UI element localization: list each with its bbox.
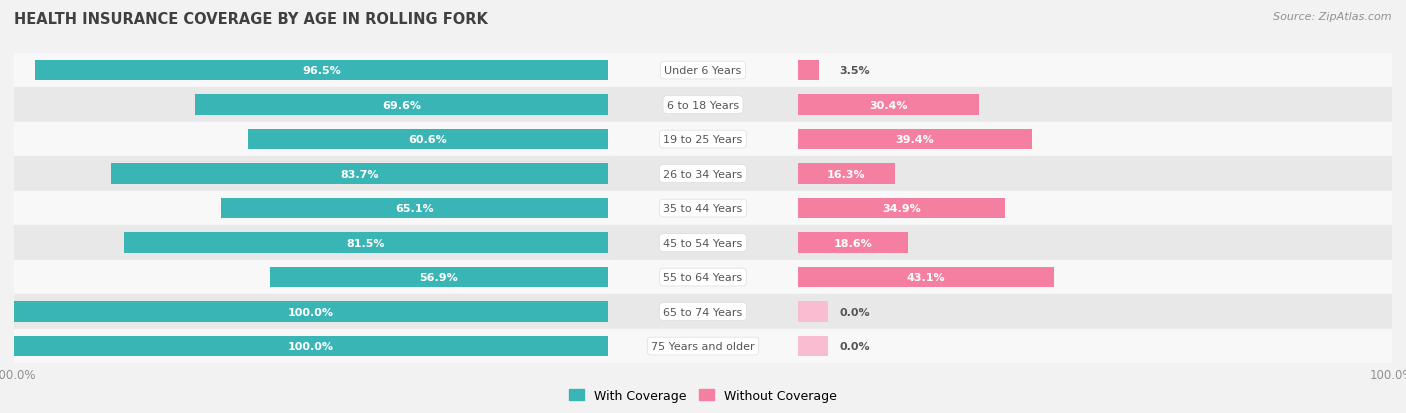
Bar — [607, 157, 799, 191]
Text: 39.4%: 39.4% — [896, 135, 935, 145]
Text: 6 to 18 Years: 6 to 18 Years — [666, 100, 740, 110]
Text: 45 to 54 Years: 45 to 54 Years — [664, 238, 742, 248]
Bar — [799, 191, 1392, 226]
Bar — [799, 294, 1392, 329]
Text: 96.5%: 96.5% — [302, 66, 340, 76]
Bar — [607, 54, 799, 88]
Text: 30.4%: 30.4% — [869, 100, 907, 110]
Bar — [607, 226, 799, 260]
Text: 100.0%: 100.0% — [288, 341, 335, 351]
Bar — [14, 301, 607, 322]
Text: 65.1%: 65.1% — [395, 204, 434, 214]
Bar — [124, 233, 607, 253]
Text: HEALTH INSURANCE COVERAGE BY AGE IN ROLLING FORK: HEALTH INSURANCE COVERAGE BY AGE IN ROLL… — [14, 12, 488, 27]
Text: 43.1%: 43.1% — [907, 273, 945, 282]
Bar — [14, 54, 607, 88]
Bar — [270, 267, 607, 288]
Text: 56.9%: 56.9% — [419, 273, 458, 282]
Text: 35 to 44 Years: 35 to 44 Years — [664, 204, 742, 214]
Bar — [799, 157, 1392, 191]
Bar — [14, 336, 607, 356]
Bar — [111, 164, 607, 185]
Bar — [221, 198, 607, 219]
Bar — [799, 54, 1392, 88]
Bar — [799, 329, 1392, 363]
Bar — [799, 88, 1392, 123]
Text: 60.6%: 60.6% — [409, 135, 447, 145]
Bar — [799, 226, 1392, 260]
Text: 0.0%: 0.0% — [839, 307, 870, 317]
Bar — [799, 129, 1032, 150]
Bar — [799, 336, 828, 356]
Bar — [607, 191, 799, 226]
Text: Under 6 Years: Under 6 Years — [665, 66, 741, 76]
Bar — [799, 260, 1392, 294]
Text: 55 to 64 Years: 55 to 64 Years — [664, 273, 742, 282]
Bar — [607, 329, 799, 363]
Text: 69.6%: 69.6% — [382, 100, 420, 110]
Bar — [799, 198, 1005, 219]
Text: 26 to 34 Years: 26 to 34 Years — [664, 169, 742, 179]
Bar — [799, 164, 894, 185]
Bar — [14, 157, 607, 191]
Text: 18.6%: 18.6% — [834, 238, 873, 248]
Bar — [14, 88, 607, 123]
Text: 75 Years and older: 75 Years and older — [651, 341, 755, 351]
Bar — [799, 301, 828, 322]
Text: 34.9%: 34.9% — [883, 204, 921, 214]
Bar — [799, 95, 979, 116]
Bar — [799, 267, 1054, 288]
Bar — [14, 226, 607, 260]
Bar — [799, 123, 1392, 157]
Bar — [14, 191, 607, 226]
Text: 65 to 74 Years: 65 to 74 Years — [664, 307, 742, 317]
Text: 16.3%: 16.3% — [827, 169, 866, 179]
Bar — [799, 233, 908, 253]
Bar — [247, 129, 607, 150]
Bar — [14, 123, 607, 157]
Text: 100.0%: 100.0% — [288, 307, 335, 317]
Text: 81.5%: 81.5% — [347, 238, 385, 248]
Bar — [607, 294, 799, 329]
Bar — [607, 123, 799, 157]
Bar — [14, 294, 607, 329]
Bar — [799, 61, 818, 81]
Text: Source: ZipAtlas.com: Source: ZipAtlas.com — [1274, 12, 1392, 22]
Bar — [607, 88, 799, 123]
Bar — [14, 329, 607, 363]
Text: 83.7%: 83.7% — [340, 169, 378, 179]
Bar — [607, 260, 799, 294]
Text: 19 to 25 Years: 19 to 25 Years — [664, 135, 742, 145]
Bar — [14, 260, 607, 294]
Text: 0.0%: 0.0% — [839, 341, 870, 351]
Bar — [35, 61, 607, 81]
Legend: With Coverage, Without Coverage: With Coverage, Without Coverage — [564, 384, 842, 407]
Bar — [194, 95, 607, 116]
Text: 3.5%: 3.5% — [839, 66, 870, 76]
